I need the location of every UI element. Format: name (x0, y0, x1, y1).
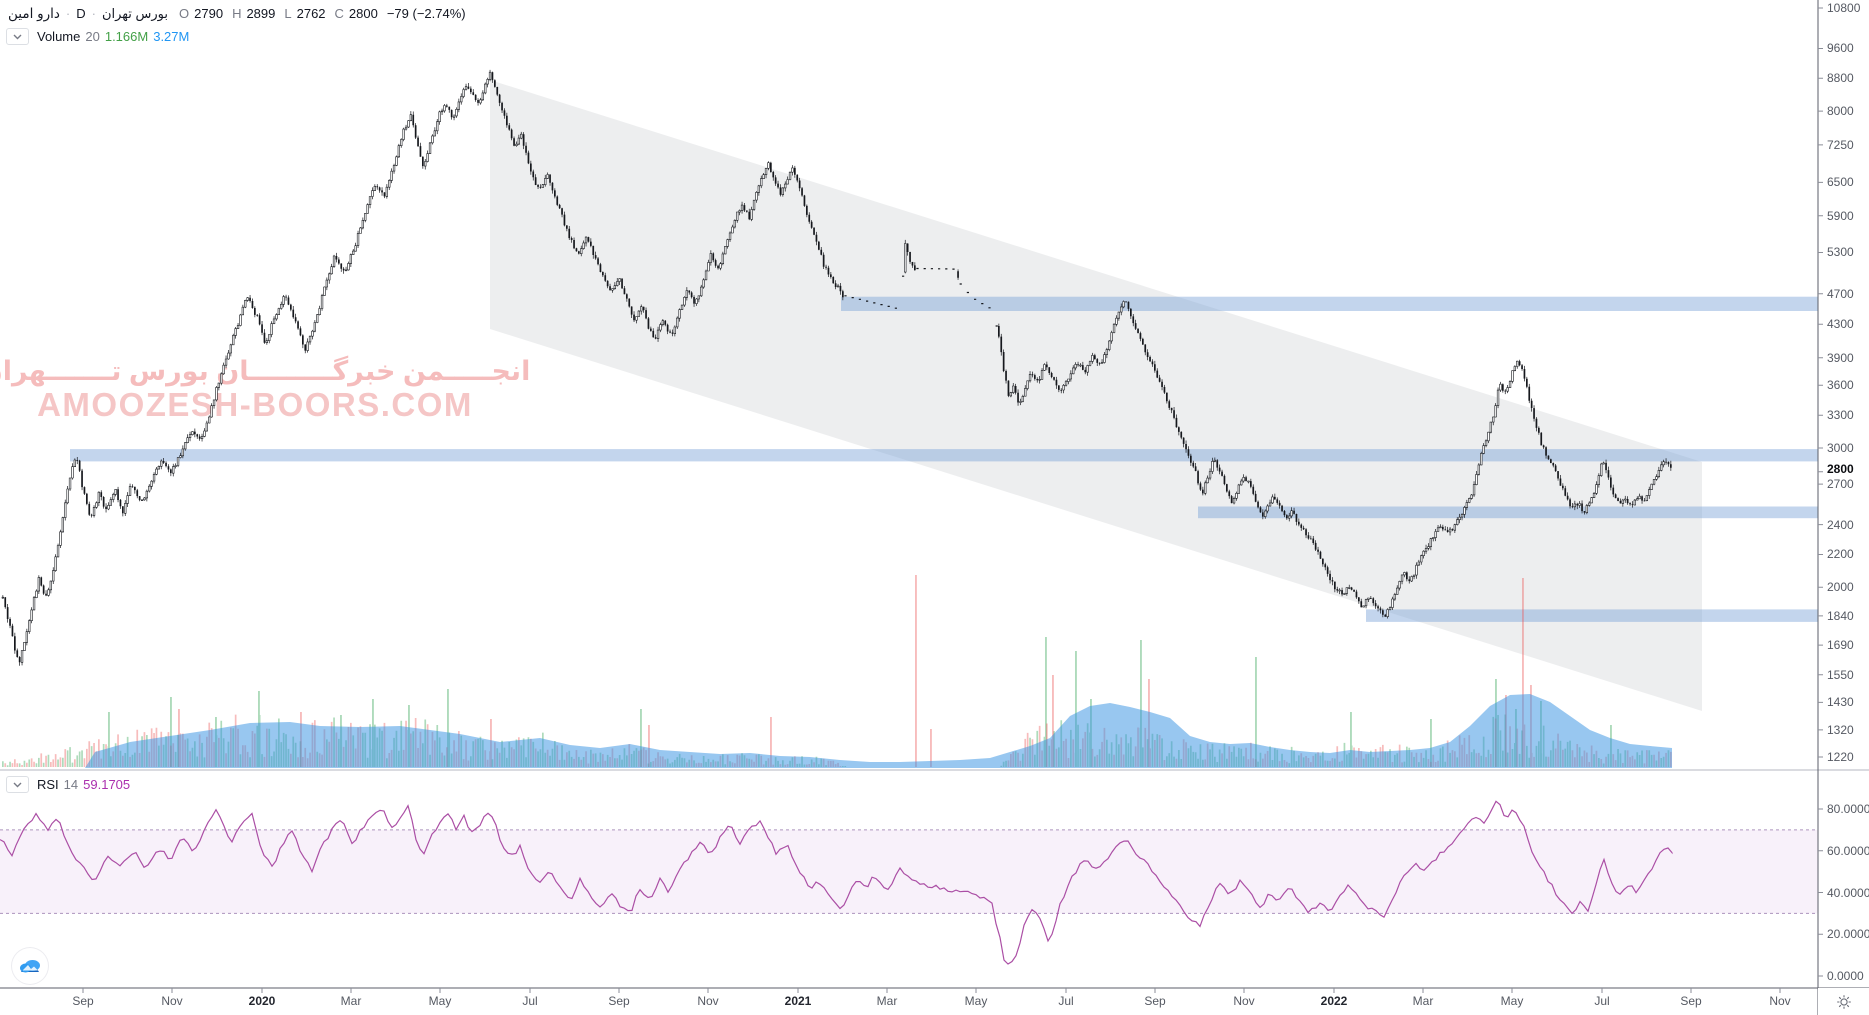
candles-layer[interactable] (1, 69, 1672, 666)
current-price-label: 2800 (1827, 462, 1854, 476)
rsi-param: 14 (63, 777, 79, 792)
legend-separator: · (91, 6, 96, 21)
rsi-collapse-button[interactable] (6, 776, 29, 793)
zone-rect[interactable] (1198, 506, 1818, 519)
close-value: 2800 (348, 6, 378, 21)
rsi-line[interactable] (0, 800, 1673, 965)
change-value: −79 (−2.74%) (386, 6, 466, 21)
symbol-name[interactable]: دارو امین (8, 6, 60, 21)
zone-rect[interactable] (70, 449, 1818, 462)
zone-rect[interactable] (1366, 609, 1818, 622)
legend-separator: · (65, 6, 71, 21)
volume-value: 1.166M (104, 29, 149, 44)
chevron-down-icon (13, 782, 22, 787)
volume-label[interactable]: Volume (37, 29, 81, 44)
rsi-value: 59.1705 (83, 777, 131, 792)
cloud-mountain-logo-icon (20, 960, 40, 973)
timezone-settings-button[interactable] (1818, 988, 1869, 1015)
open-value: 2790 (194, 6, 224, 21)
low-label: L (284, 6, 292, 21)
volume-legend: Volume 20 1.166M 3.27M (6, 28, 189, 45)
rsi-band (0, 829, 1818, 914)
axis-tick-marks (82, 7, 1823, 993)
price-zones[interactable] (70, 296, 1818, 622)
close-label: C (334, 6, 344, 21)
open-label: O (179, 6, 190, 21)
low-value: 2762 (296, 6, 326, 21)
descending-channel-shape[interactable] (490, 80, 1702, 711)
volume-ma-area (85, 694, 1672, 768)
volume-collapse-button[interactable] (6, 28, 29, 45)
exchange-label: بورس تهران (101, 6, 169, 21)
zone-rect[interactable] (841, 296, 1818, 311)
high-value: 2899 (246, 6, 276, 21)
high-label: H (232, 6, 242, 21)
symbol-legend: دارو امین · D · بورس تهران O 2790 H 2899 L… (8, 5, 466, 22)
rsi-label[interactable]: RSI (37, 777, 59, 792)
gear-icon (1836, 994, 1851, 1009)
platform-logo-button[interactable] (12, 948, 48, 984)
watermark-line2: AMOOZESH-BOORS.COM (37, 386, 473, 423)
watermark-line1: انجـــــمن خبرگـــــــــان بورس تـــــــ… (0, 355, 530, 387)
interval-label[interactable]: D (76, 6, 86, 21)
volume-param: 20 (85, 29, 100, 44)
rsi-legend: RSI 14 59.1705 (6, 776, 130, 793)
rsi-panel (0, 800, 1818, 965)
up-candle-bodies (1, 71, 1665, 663)
chevron-down-icon (13, 34, 22, 39)
volume-ma-value: 3.27M (153, 29, 190, 44)
volume-layer (2, 575, 1672, 768)
